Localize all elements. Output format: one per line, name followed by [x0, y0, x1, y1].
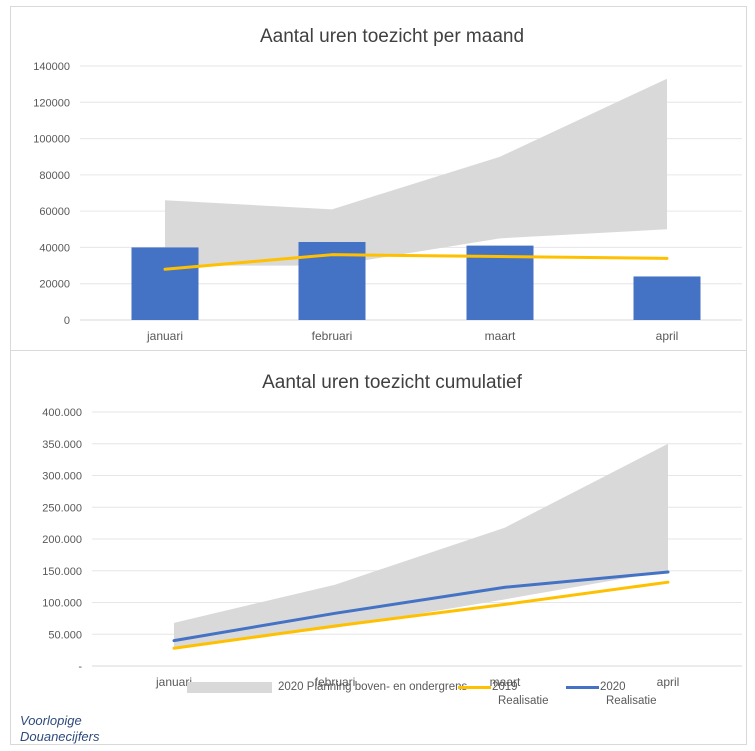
- source-note-line2: Douanecijfers: [20, 729, 100, 744]
- bar-2020-realisatie: [633, 276, 701, 320]
- legend-swatch-2019-realisatie: [458, 686, 491, 689]
- legend-swatch-planning-band: [187, 682, 272, 693]
- line-2020-realisatie: [172, 570, 670, 643]
- legend-label-line1: 2020: [600, 681, 626, 693]
- y-tick-label: 80000: [39, 170, 70, 182]
- legend-label-planning-band: 2020 Planning boven- en ondergrens: [278, 681, 468, 693]
- legend-label-2020-realisatie: 2020 Realisatie: [600, 680, 657, 708]
- x-tick-label: januari: [155, 675, 192, 689]
- source-note-line1: Voorlopige: [20, 713, 82, 728]
- legend-label-line2: Realisatie: [498, 695, 549, 707]
- y-tick-label: 120000: [33, 97, 70, 109]
- line-2019-realisatie: [163, 253, 669, 271]
- x-tick-label: april: [656, 329, 679, 343]
- y-tick-label: 60000: [39, 206, 70, 218]
- source-note: Voorlopige Douanecijfers: [20, 713, 140, 745]
- chart-title: Aantal uren toezicht cumulatief: [262, 372, 523, 393]
- monthly-chart: Aantal uren toezicht per maand 0 20000 400…: [33, 26, 742, 343]
- chart-legend: 2020 Planning boven- en ondergrens 2019 …: [10, 676, 747, 746]
- cumulative-chart: Aantal uren toezicht cumulatief - 50.000 1…: [42, 372, 742, 689]
- y-tick-label: 50.000: [48, 629, 82, 641]
- planning-band: [165, 78, 667, 266]
- planning-band: [174, 443, 668, 647]
- legend-label-2019-realisatie: 2019 Realisatie: [492, 680, 549, 708]
- y-tick-label: 100.000: [42, 598, 82, 610]
- y-tick-label: 250.000: [42, 502, 82, 514]
- line-2019-realisatie: [172, 580, 670, 650]
- y-tick-label: -: [78, 661, 82, 673]
- y-tick-label: 40000: [39, 242, 70, 254]
- y-tick-label: 20000: [39, 279, 70, 291]
- legend-swatch-2020-realisatie: [566, 686, 599, 689]
- x-tick-label: maart: [490, 675, 521, 689]
- y-tick-label: 0: [64, 315, 70, 327]
- chart-title: Aantal uren toezicht per maand: [260, 26, 524, 47]
- x-tick-label: april: [657, 675, 680, 689]
- y-tick-label: 200.000: [42, 534, 82, 546]
- y-tick-label: 150.000: [42, 566, 82, 578]
- y-tick-label: 300.000: [42, 471, 82, 483]
- x-tick-label: februari: [312, 329, 353, 343]
- y-tick-label: 350.000: [42, 439, 82, 451]
- y-tick-label: 400.000: [42, 407, 82, 419]
- x-tick-label: januari: [146, 329, 183, 343]
- y-tick-label: 100000: [33, 134, 70, 146]
- x-tick-label: februari: [315, 675, 356, 689]
- legend-label-line1: 2019: [492, 681, 518, 693]
- chart-divider: [10, 350, 747, 351]
- legend-label-line2: Realisatie: [606, 695, 657, 707]
- bar-2020-realisatie: [131, 247, 199, 320]
- y-tick-label: 140000: [33, 61, 70, 73]
- x-tick-label: maart: [485, 329, 516, 343]
